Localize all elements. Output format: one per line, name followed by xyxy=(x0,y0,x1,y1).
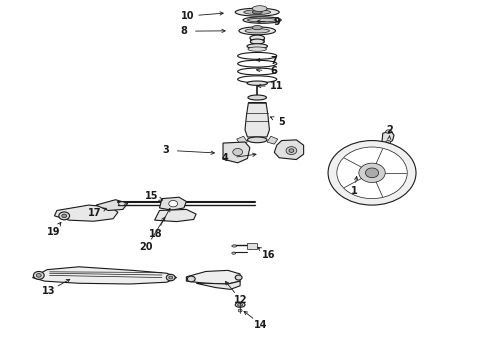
Polygon shape xyxy=(54,205,118,221)
Ellipse shape xyxy=(187,276,195,282)
Polygon shape xyxy=(196,281,240,289)
Ellipse shape xyxy=(252,6,267,12)
Text: 2: 2 xyxy=(387,125,393,135)
Ellipse shape xyxy=(238,53,277,59)
Polygon shape xyxy=(237,136,247,144)
Polygon shape xyxy=(382,131,394,144)
Polygon shape xyxy=(155,210,196,222)
Text: 9: 9 xyxy=(273,17,280,27)
Text: 13: 13 xyxy=(42,286,55,296)
Ellipse shape xyxy=(59,212,70,220)
Ellipse shape xyxy=(289,149,294,152)
Ellipse shape xyxy=(238,309,242,312)
Ellipse shape xyxy=(235,8,279,16)
Ellipse shape xyxy=(62,214,67,218)
Ellipse shape xyxy=(248,95,267,100)
Text: 3: 3 xyxy=(163,145,169,155)
Ellipse shape xyxy=(119,202,125,206)
Ellipse shape xyxy=(238,68,277,75)
Circle shape xyxy=(359,163,385,183)
Ellipse shape xyxy=(169,201,177,207)
Polygon shape xyxy=(32,267,176,284)
Circle shape xyxy=(337,147,407,199)
Ellipse shape xyxy=(244,10,270,14)
Ellipse shape xyxy=(238,303,243,306)
Ellipse shape xyxy=(386,130,392,134)
Ellipse shape xyxy=(235,302,245,307)
Text: 4: 4 xyxy=(222,153,229,163)
Polygon shape xyxy=(96,200,128,211)
Ellipse shape xyxy=(232,245,237,247)
Polygon shape xyxy=(245,103,270,137)
Text: 7: 7 xyxy=(270,55,277,66)
Polygon shape xyxy=(159,197,186,210)
Ellipse shape xyxy=(166,274,175,281)
Polygon shape xyxy=(274,140,304,159)
Ellipse shape xyxy=(247,44,268,49)
Ellipse shape xyxy=(238,76,277,83)
Ellipse shape xyxy=(247,18,277,22)
Ellipse shape xyxy=(250,35,265,41)
Ellipse shape xyxy=(247,81,268,85)
Polygon shape xyxy=(247,243,257,249)
Ellipse shape xyxy=(247,137,267,143)
Ellipse shape xyxy=(233,148,243,156)
Circle shape xyxy=(328,140,416,205)
Ellipse shape xyxy=(252,10,262,14)
Ellipse shape xyxy=(33,271,44,279)
Ellipse shape xyxy=(380,157,388,161)
Ellipse shape xyxy=(232,252,236,254)
Circle shape xyxy=(366,168,379,178)
Ellipse shape xyxy=(36,274,41,277)
Text: 19: 19 xyxy=(47,227,60,237)
Text: 11: 11 xyxy=(270,81,284,91)
Text: 20: 20 xyxy=(140,242,153,252)
Text: 5: 5 xyxy=(278,117,285,127)
Text: 17: 17 xyxy=(88,208,101,218)
Ellipse shape xyxy=(250,39,264,44)
Ellipse shape xyxy=(239,27,275,35)
Text: 12: 12 xyxy=(234,295,248,305)
Text: 15: 15 xyxy=(146,191,159,201)
Polygon shape xyxy=(223,142,250,163)
Text: 16: 16 xyxy=(262,249,275,260)
Ellipse shape xyxy=(386,140,391,144)
Ellipse shape xyxy=(248,47,267,51)
Ellipse shape xyxy=(243,17,281,23)
Ellipse shape xyxy=(252,26,262,30)
Text: 8: 8 xyxy=(180,26,187,36)
Text: 14: 14 xyxy=(254,320,268,329)
Ellipse shape xyxy=(245,29,270,33)
Ellipse shape xyxy=(238,60,277,67)
Ellipse shape xyxy=(235,275,242,280)
Polygon shape xyxy=(186,270,240,284)
Text: 6: 6 xyxy=(270,66,277,76)
Text: 10: 10 xyxy=(181,11,194,21)
Text: 18: 18 xyxy=(149,229,163,239)
Text: 1: 1 xyxy=(350,186,357,197)
Polygon shape xyxy=(267,136,278,144)
Ellipse shape xyxy=(169,276,172,279)
Ellipse shape xyxy=(286,147,297,154)
